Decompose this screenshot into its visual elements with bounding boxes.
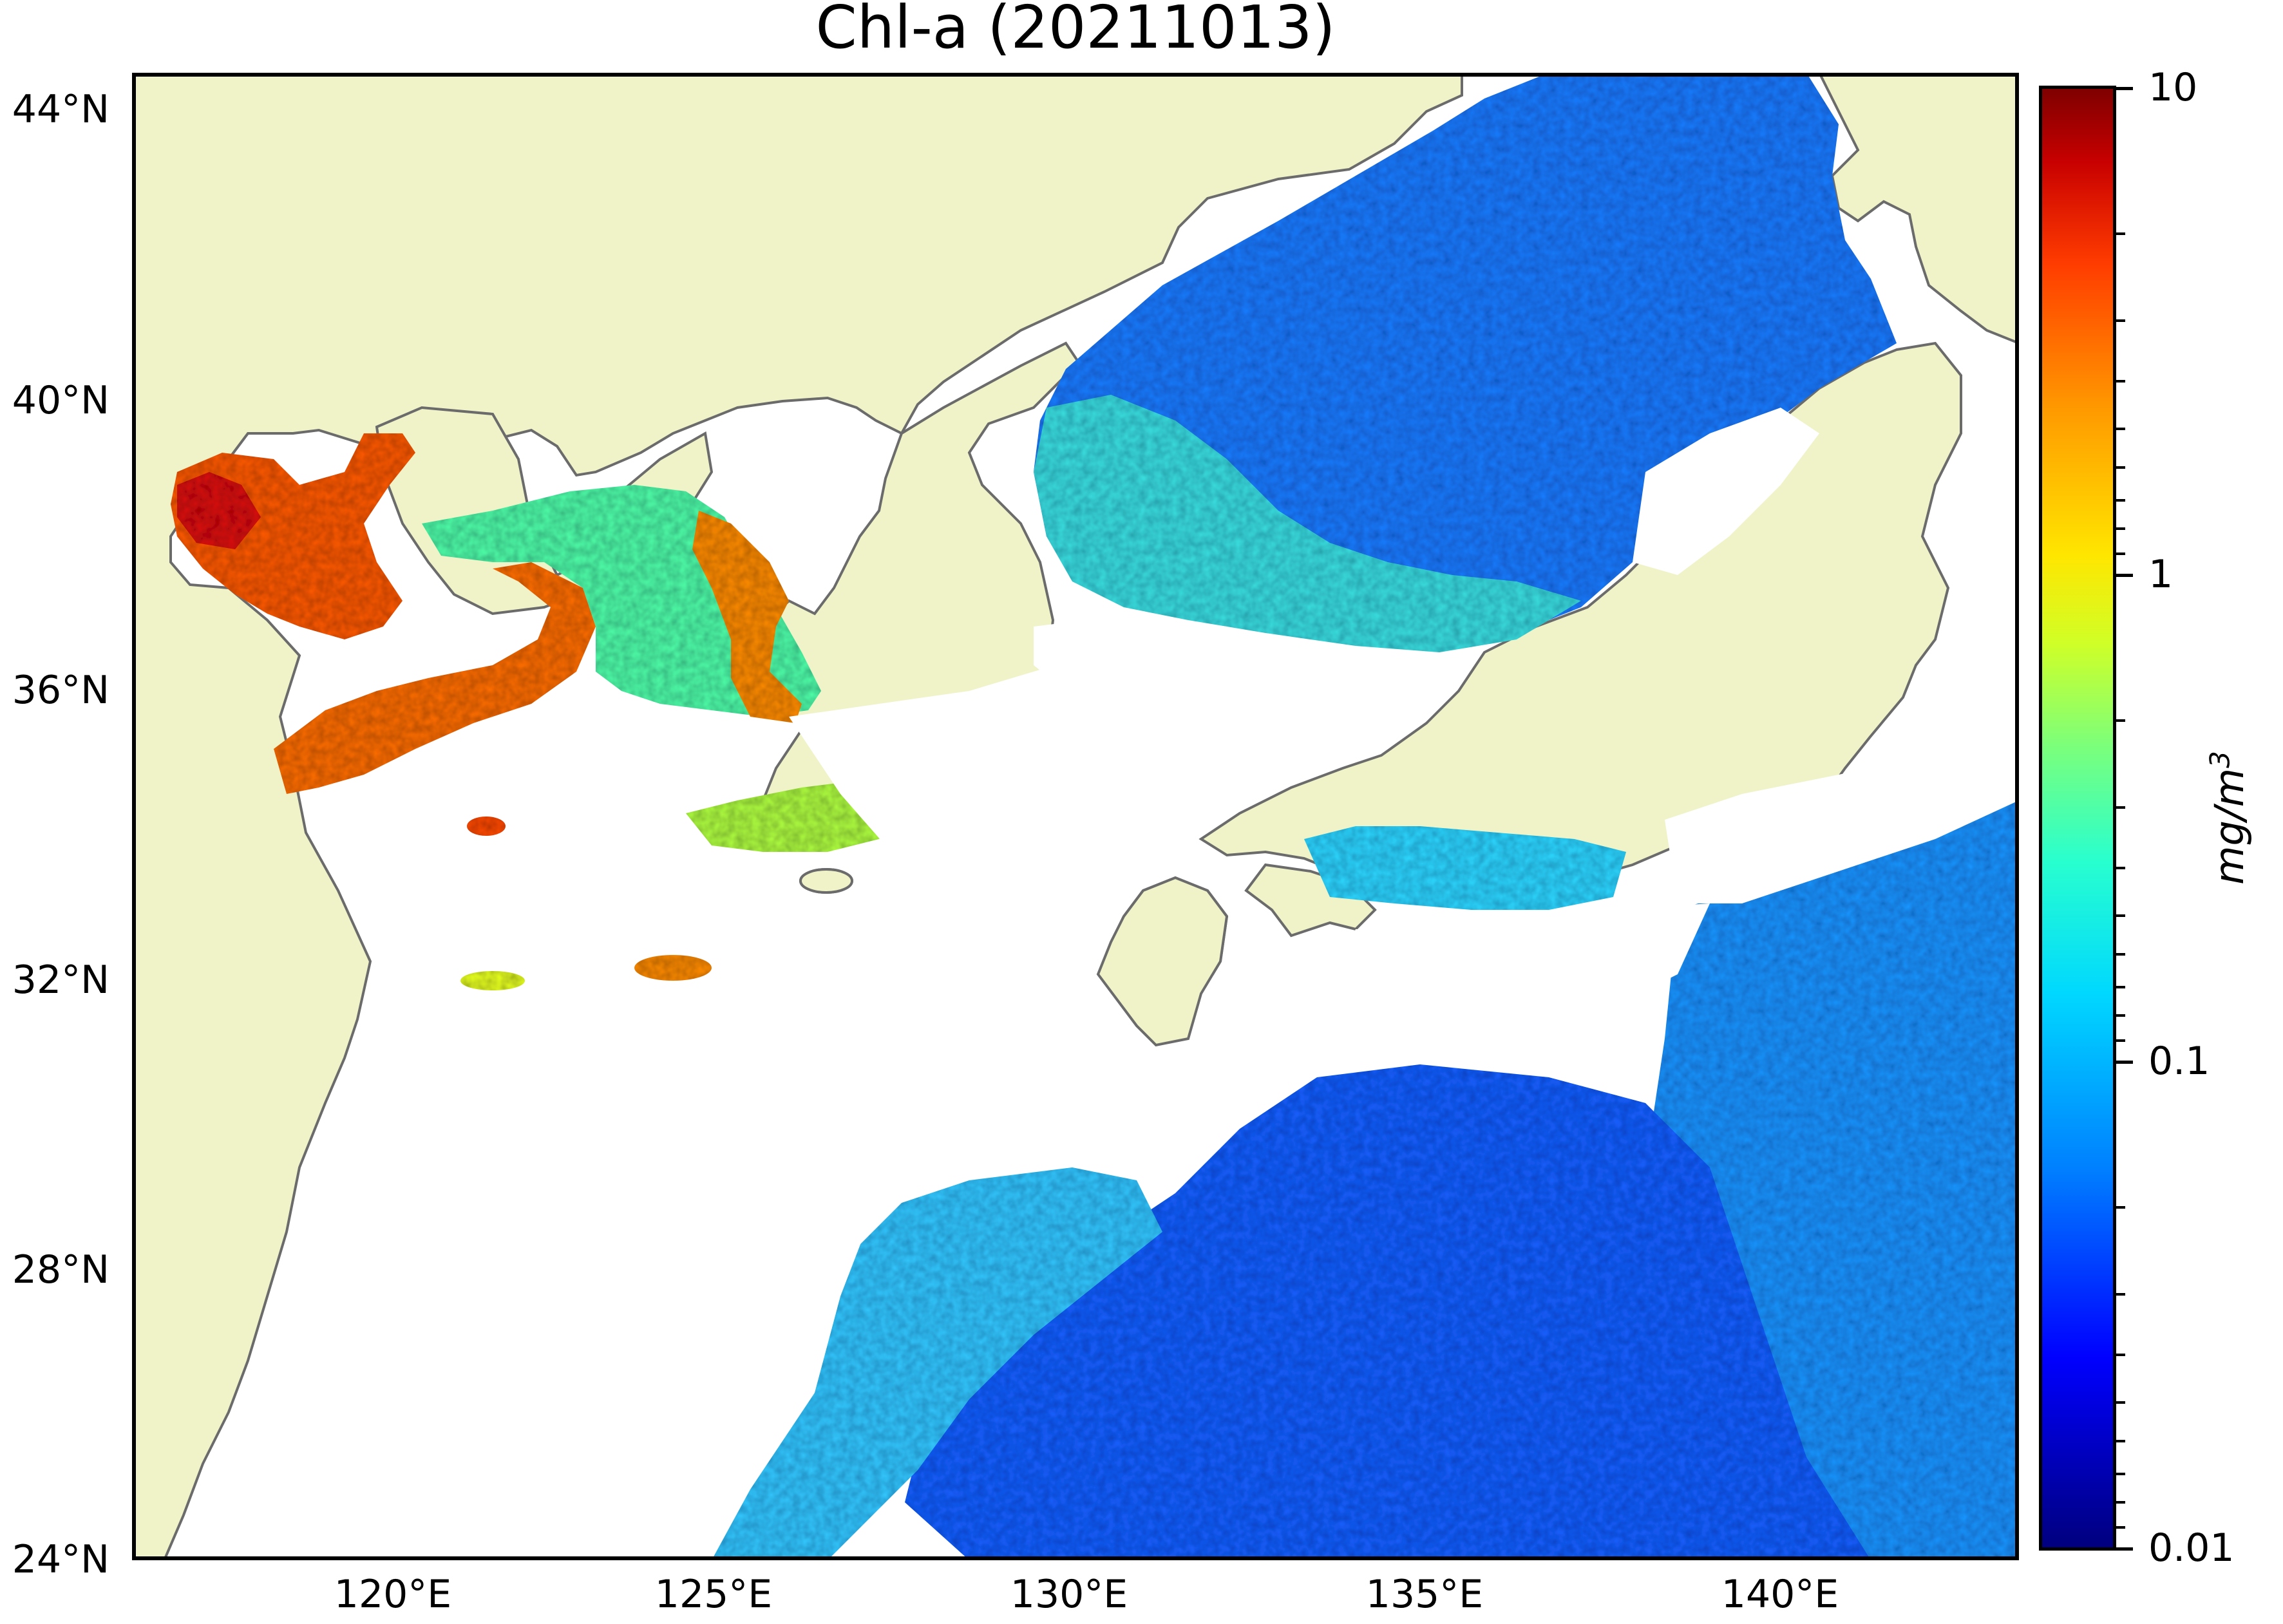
colorbar-tick-label: 0.01	[2148, 1525, 2235, 1571]
colorbar-minor-tick	[2116, 380, 2125, 382]
map-canvas	[132, 73, 2019, 1560]
colorbar-minor-tick	[2116, 527, 2125, 530]
no-data-areas	[325, 408, 2019, 1560]
land-jeju-outline	[799, 868, 853, 894]
chl-korea-west-coast	[692, 511, 802, 723]
lat-tick-label: 36°N	[12, 668, 109, 713]
lat-tick-label: 44°N	[12, 87, 109, 132]
lon-tick-label: 120°E	[334, 1572, 452, 1617]
colorbar-minor-tick	[2116, 806, 2125, 809]
colorbar-minor-tick	[2116, 1039, 2125, 1042]
colorbar-minor-tick	[2116, 552, 2125, 555]
colorbar-minor-tick	[2116, 1206, 2125, 1209]
chl-ryukyu-band	[712, 1167, 1162, 1560]
chl-bohai-core	[177, 472, 261, 549]
unit-text: mg/m3	[2204, 751, 2253, 885]
lat-tick-label: 24°N	[12, 1537, 109, 1582]
colorbar-tick-label: 0.1	[2148, 1039, 2210, 1084]
colorbar-minor-tick	[2116, 232, 2125, 235]
lon-tick-label: 140°E	[1721, 1572, 1839, 1617]
chl-philippine-sea	[905, 1064, 1871, 1560]
chl-patch-yellow	[460, 971, 525, 990]
chl-patch-jiangsu	[467, 817, 506, 836]
colorbar-minor-tick	[2116, 1354, 2125, 1356]
colorbar-minor-tick	[2116, 428, 2125, 430]
figure-title: Chl-a (20211013)	[815, 0, 1336, 62]
colorbar-minor-tick	[2116, 914, 2125, 917]
lat-tick-label: 28°N	[12, 1247, 109, 1292]
cloud-tsushima	[1034, 614, 1291, 691]
colorbar-tick	[2116, 574, 2133, 577]
colorbar-minor-tick	[2116, 953, 2125, 956]
colorbar-minor-tick	[2116, 1473, 2125, 1475]
colorbar-minor-tick	[2116, 1293, 2125, 1296]
colorbar-tick-label: 10	[2148, 65, 2198, 110]
colorbar-unit-label: mg/m3	[2204, 751, 2253, 885]
colorbar-tick	[2116, 1061, 2133, 1064]
coastline-kyushu-outline	[1096, 876, 1229, 1047]
colorbar-minor-tick	[2116, 986, 2125, 988]
colorbar-minor-tick	[2116, 1440, 2125, 1442]
colorbar-minor-tick	[2116, 719, 2125, 722]
colorbar-tick	[2116, 1547, 2133, 1551]
map-panel	[132, 73, 2019, 1560]
lat-tick-label: 40°N	[12, 378, 109, 423]
land-hokkaido	[1817, 73, 2019, 345]
colorbar-minor-tick	[2116, 319, 2125, 322]
lon-tick-label: 130°E	[1010, 1572, 1128, 1617]
chl-patch-yangtze	[634, 955, 712, 981]
colorbar-tick-label: 1	[2148, 552, 2174, 597]
colorbar-minor-tick	[2116, 1014, 2125, 1017]
colorbar-minor-tick	[2116, 867, 2125, 869]
cloud-east-japan	[1665, 742, 2019, 903]
colorbar-minor-tick	[2116, 466, 2125, 469]
lat-tick-label: 32°N	[12, 958, 109, 1003]
cloud-pacific-band	[1323, 903, 1710, 1019]
colorbar	[2039, 86, 2116, 1551]
lon-tick-label: 135°E	[1365, 1572, 1484, 1617]
chl-shandong-coast	[274, 562, 596, 794]
unit-exponent: 3	[2204, 751, 2236, 768]
colorbar-tick	[2116, 87, 2133, 90]
lon-tick-label: 125°E	[654, 1572, 773, 1617]
cloud-sea-of-japan-east	[1633, 408, 1819, 575]
colorbar-minor-tick	[2116, 499, 2125, 502]
cloud-ecs	[325, 639, 1304, 1560]
chl-pacific-north	[1304, 826, 1626, 910]
colorbar-minor-tick	[2116, 1526, 2125, 1529]
chl-sea-of-japan-south	[1034, 395, 1581, 652]
colorbar-minor-tick	[2116, 1501, 2125, 1504]
colorbar-minor-tick	[2116, 1401, 2125, 1404]
